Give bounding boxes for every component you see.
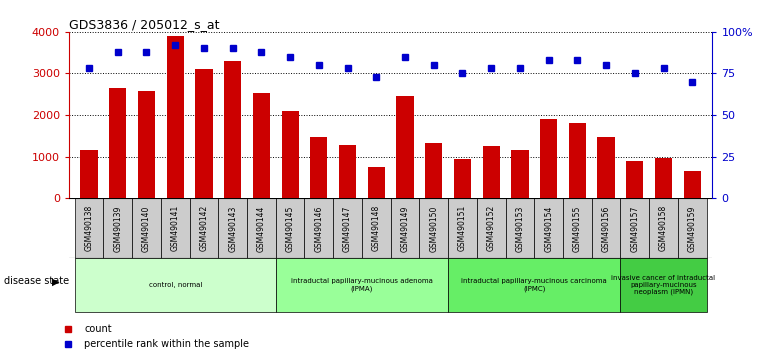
Bar [512,150,529,198]
Bar [75,198,103,258]
Text: intraductal papillary-mucinous adenoma
(IPMA): intraductal papillary-mucinous adenoma (… [291,278,433,292]
Text: control, normal: control, normal [149,282,202,288]
Bar [190,198,218,258]
Bar [683,171,701,198]
Bar [305,198,333,258]
Text: GSM490150: GSM490150 [429,205,438,252]
Bar [420,198,448,258]
Text: GSM490144: GSM490144 [257,205,266,252]
Bar [80,150,98,198]
Text: GDS3836 / 205012_s_at: GDS3836 / 205012_s_at [69,18,219,31]
Bar [167,36,184,198]
Bar [597,137,615,198]
Bar [540,119,558,198]
Bar [506,198,535,258]
Bar [103,198,132,258]
Text: intraductal papillary-mucinous carcinoma
(IPMC): intraductal papillary-mucinous carcinoma… [461,278,607,292]
Bar [224,61,241,198]
Bar [138,91,155,198]
Bar [563,198,592,258]
Bar [195,69,213,198]
Bar [362,198,391,258]
Text: GSM490143: GSM490143 [228,205,237,252]
Bar [333,198,362,258]
Bar [282,111,299,198]
Text: disease state: disease state [4,276,69,286]
Bar [75,258,276,312]
Text: GSM490149: GSM490149 [401,205,410,252]
Text: GSM490148: GSM490148 [372,205,381,251]
Bar [535,198,563,258]
Bar [425,143,443,198]
Bar [276,258,448,312]
Text: GSM490156: GSM490156 [601,205,611,252]
Text: GSM490151: GSM490151 [458,205,467,251]
Text: GSM490146: GSM490146 [314,205,323,252]
Bar [476,198,506,258]
Text: GSM490142: GSM490142 [199,205,208,251]
Bar [310,137,328,198]
Bar [453,159,471,198]
Text: percentile rank within the sample: percentile rank within the sample [84,339,249,349]
Bar [650,198,678,258]
Text: GSM490159: GSM490159 [688,205,697,252]
Bar [218,198,247,258]
Bar [110,88,126,198]
Bar [391,198,420,258]
Bar [339,145,356,198]
Bar [483,146,500,198]
Bar [448,198,476,258]
Bar [253,93,270,198]
Bar [448,258,620,312]
Text: GSM490155: GSM490155 [573,205,582,252]
Bar [592,198,620,258]
Bar [247,198,276,258]
Bar [620,258,706,312]
Bar [132,198,161,258]
Text: GSM490152: GSM490152 [486,205,496,251]
Text: GSM490140: GSM490140 [142,205,151,252]
Bar [276,198,305,258]
Bar [678,198,707,258]
Bar [161,198,190,258]
Text: GSM490141: GSM490141 [171,205,180,251]
Text: GSM490154: GSM490154 [544,205,553,252]
Bar [397,96,414,198]
Text: invasive cancer of intraductal
papillary-mucinous
neoplasm (IPMN): invasive cancer of intraductal papillary… [611,275,715,295]
Text: GSM490158: GSM490158 [659,205,668,251]
Text: GSM490153: GSM490153 [516,205,525,252]
Bar [568,122,586,198]
Bar [627,161,643,198]
Text: GSM490157: GSM490157 [630,205,640,252]
Bar [368,167,385,198]
Text: GSM490138: GSM490138 [84,205,93,251]
Bar [620,198,650,258]
Text: GSM490147: GSM490147 [343,205,352,252]
Text: count: count [84,324,112,334]
Text: GSM490139: GSM490139 [113,205,123,252]
Bar [655,158,673,198]
Text: GSM490145: GSM490145 [286,205,295,252]
Text: ▶: ▶ [52,276,60,286]
